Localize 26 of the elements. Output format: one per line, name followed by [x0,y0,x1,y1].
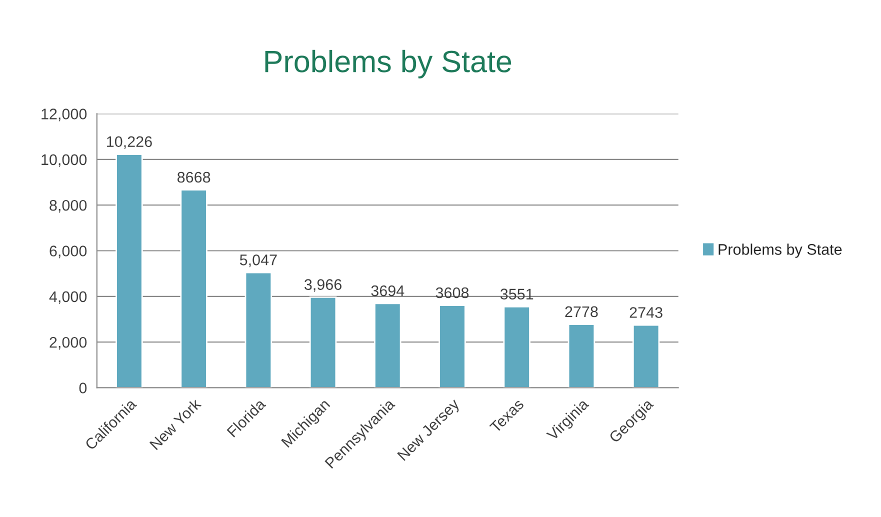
bar [116,154,143,388]
y-tick-label: 6,000 [50,246,87,258]
bar [632,324,660,388]
y-tick-label: 12,000 [42,108,87,122]
text: 2778 [565,306,598,318]
text: 3694 [371,285,404,296]
chart-title: Problems by State [265,50,512,78]
y-tick-label: 8,000 [50,200,87,213]
bar [309,296,337,388]
legend-label: Problems by State [718,244,842,258]
y-tick-label: 10,000 [42,154,87,167]
text: 3,966 [304,279,342,292]
bar [374,302,402,388]
y-tick-label: 0 [79,382,87,394]
text: 5,047 [240,254,277,268]
y-tick-label: 2,000 [50,336,87,350]
bar [568,324,596,388]
bar [244,272,272,388]
bar [438,304,466,388]
y-tick-label: 4,000 [49,291,87,304]
text: 10,226 [107,136,152,149]
text: 8668 [177,172,210,183]
text: 2743 [630,307,662,318]
text: 3608 [436,287,469,298]
bar [503,306,530,388]
bar [180,189,208,388]
